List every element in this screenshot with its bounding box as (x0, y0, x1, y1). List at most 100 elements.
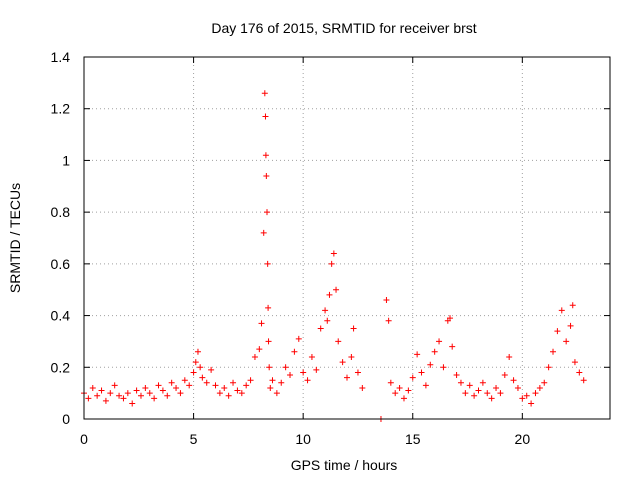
data-point (203, 379, 210, 386)
y-tick-label: 0.4 (51, 308, 71, 324)
data-point (493, 384, 500, 391)
data-point (216, 390, 223, 397)
data-point (350, 325, 357, 332)
plot-frame (83, 56, 611, 420)
y-axis-label: SRMTID / TECUs (7, 183, 23, 293)
data-point (333, 286, 340, 293)
data-point (120, 395, 127, 402)
data-point (514, 384, 521, 391)
data-point (479, 379, 486, 386)
x-axis-label: GPS time / hours (291, 457, 398, 473)
data-point (447, 315, 454, 322)
data-point (98, 387, 105, 394)
data-point (247, 377, 254, 384)
data-point (462, 390, 469, 397)
data-point (418, 369, 425, 376)
data-point (576, 369, 583, 376)
data-point (295, 335, 302, 342)
data-point (383, 297, 390, 304)
data-point (457, 379, 464, 386)
data-point (466, 382, 473, 389)
data-point (265, 338, 272, 345)
y-tick-label: 0.2 (51, 359, 71, 375)
data-point (151, 395, 158, 402)
data-point (405, 387, 412, 394)
data-point (243, 382, 250, 389)
x-tick-label: 20 (515, 431, 531, 447)
data-point (392, 390, 399, 397)
data-point (322, 307, 329, 314)
data-point (212, 382, 219, 389)
data-point (569, 302, 576, 309)
data-point (396, 384, 403, 391)
data-point (261, 90, 268, 97)
data-point (192, 359, 199, 366)
data-point (427, 361, 434, 368)
data-point (313, 366, 320, 373)
data-point (89, 384, 96, 391)
data-point (168, 379, 175, 386)
data-point (258, 320, 265, 327)
data-point (501, 372, 508, 379)
data-point (354, 369, 361, 376)
data-point (330, 250, 337, 257)
data-point (265, 304, 272, 311)
data-point (528, 400, 535, 407)
y-tick-label: 1.2 (51, 101, 71, 117)
data-point (541, 379, 548, 386)
data-point (291, 348, 298, 355)
data-point (266, 364, 273, 371)
data-point (251, 353, 258, 360)
data-point (133, 387, 140, 394)
data-point (308, 353, 315, 360)
x-tick-label: 0 (80, 431, 88, 447)
data-point (230, 379, 237, 386)
data-point (436, 338, 443, 345)
data-point (317, 325, 324, 332)
data-point (484, 390, 491, 397)
data-point (414, 351, 421, 358)
data-point (269, 377, 276, 384)
data-point (409, 374, 416, 381)
data-point (471, 392, 478, 399)
data-point (278, 379, 285, 386)
data-point (85, 395, 92, 402)
data-point (385, 317, 392, 324)
data-point (431, 348, 438, 355)
data-point (273, 390, 280, 397)
data-point (510, 377, 517, 384)
y-tick-label: 1 (62, 152, 70, 168)
x-tick-label: 15 (405, 431, 421, 447)
data-point (199, 374, 206, 381)
data-point (267, 384, 274, 391)
data-point (155, 382, 162, 389)
data-point (287, 372, 294, 379)
data-layer (81, 90, 587, 422)
data-point (335, 338, 342, 345)
data-point (173, 384, 180, 391)
data-point (580, 377, 587, 384)
data-point (102, 397, 109, 404)
data-point (550, 348, 557, 355)
data-point (324, 317, 331, 324)
data-point (571, 359, 578, 366)
data-point (177, 390, 184, 397)
data-point (344, 374, 350, 381)
data-point (387, 379, 394, 386)
data-point (449, 343, 456, 350)
data-point (262, 113, 269, 120)
data-point (506, 353, 513, 360)
data-point (563, 338, 570, 345)
data-point (190, 369, 197, 376)
data-point (282, 364, 289, 371)
data-point (348, 353, 355, 360)
grid-layer (84, 57, 610, 419)
data-point (116, 392, 123, 399)
data-point (221, 384, 228, 391)
data-point (238, 390, 245, 397)
data-point (159, 387, 166, 394)
data-point (475, 387, 482, 394)
data-point (304, 377, 311, 384)
data-point (400, 395, 407, 402)
